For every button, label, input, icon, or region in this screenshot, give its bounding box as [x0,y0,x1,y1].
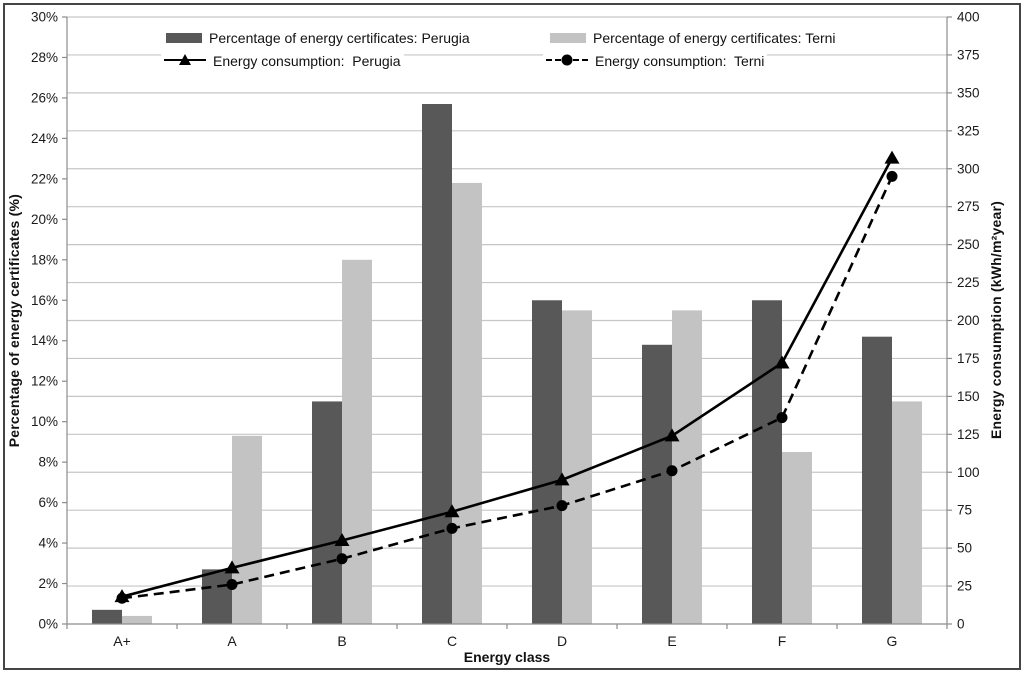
x-category-label: E [667,633,676,649]
legend-label-line-perugia: Energy consumption: Perugia [213,52,401,69]
circle-marker-D [556,500,568,512]
right-tick-label: 75 [957,503,972,518]
right-tick-label: 400 [957,10,980,25]
circle-marker-A+ [116,592,128,604]
legend-label-line-terni: Energy consumption: Terni [595,52,765,69]
right-tick-label: 325 [957,123,980,138]
right-tick-label: 275 [957,199,980,214]
left-tick-label: 12% [31,374,58,389]
triangle-marker-G [884,150,900,164]
bar-terni-A [232,435,262,624]
right-tick-label: 350 [957,85,980,100]
legend-item-bars-perugia: Percentage of energy certificates: Perug… [163,29,473,46]
legend-swatch-bar-terni [550,32,586,43]
bar-terni-G [892,401,922,624]
bar-perugia-G [862,336,892,624]
bar-perugia-E [642,344,672,624]
x-axis-title: Energy class [463,649,551,665]
bar-perugia-D [532,300,562,624]
right-tick-label: 175 [957,351,980,366]
bar-terni-C [452,182,482,624]
right-tick-label: 125 [957,427,980,442]
right-tick-label: 100 [957,465,980,480]
left-tick-label: 16% [31,293,58,308]
x-category-label: C [447,633,457,649]
right-tick-label: 150 [957,389,980,404]
left-tick-label: 30% [31,10,58,25]
left-tick-label: 24% [31,131,58,146]
legend-item-line-terni: Energy consumption: Terni [543,52,768,69]
triangle-marker-F [774,355,790,369]
bar-perugia-F [752,300,782,624]
triangle-marker-icon [179,54,191,65]
consumption-line-perugia [121,157,894,598]
triangle-marker-A [224,560,240,574]
legend-swatch-line-terni [546,53,588,68]
legend-item-bars-terni: Percentage of energy certificates: Terni [547,29,839,46]
left-tick-label: 14% [31,333,58,348]
x-category-label: F [778,633,787,649]
triangle-marker-E [664,428,680,442]
circle-marker-A [226,579,238,591]
x-category-label: D [557,633,567,649]
left-tick-label: 2% [38,576,58,591]
left-axis-title: Percentage of energy certificates (%) [6,193,22,448]
right-tick-label: 50 [957,541,972,556]
left-axis-title-wrap: Percentage of energy certificates (%) [6,17,22,624]
legend-label-bars-terni: Percentage of energy certificates: Terni [593,29,836,46]
right-tick-label: 0 [957,617,965,632]
consumption-line-terni [121,175,894,600]
bar-terni-B [342,259,372,624]
right-tick-label: 200 [957,313,980,328]
left-tick-label: 20% [31,212,58,227]
left-tick-label: 26% [31,90,58,105]
right-tick-label: 375 [957,47,980,62]
left-tick-label: 22% [31,171,58,186]
left-tick-label: 28% [31,50,58,65]
circle-marker-icon [561,54,573,66]
bar-perugia-A [202,569,232,624]
triangle-marker-D [554,472,570,486]
left-tick-label: 4% [38,536,58,551]
triangle-marker-B [334,533,350,547]
right-tick-label: 250 [957,237,980,252]
circle-marker-E [666,465,678,477]
circle-marker-F [776,412,788,424]
right-tick-label: 25 [957,579,972,594]
circle-marker-C [446,522,458,534]
x-category-label: G [887,633,898,649]
legend-label-bars-perugia: Percentage of energy certificates: Perug… [209,29,470,46]
x-category-label: B [337,633,346,649]
left-tick-label: 0% [38,617,58,632]
legend-swatch-bar-perugia [166,32,202,43]
triangle-marker-C [444,504,460,518]
bar-terni-F [782,452,812,624]
bar-terni-E [672,310,702,624]
x-category-label: A+ [113,633,131,649]
x-category-label: A [227,633,237,649]
left-tick-label: 6% [38,495,58,510]
right-axis-title: Energy consumption (kWh/m²year) [988,201,1004,440]
bar-perugia-A+ [92,609,122,624]
left-tick-label: 18% [31,252,58,267]
circle-marker-B [336,553,348,565]
bar-perugia-B [312,401,342,624]
right-axis-title-wrap: Energy consumption (kWh/m²year) [988,17,1004,624]
legend-item-line-perugia: Energy consumption: Perugia [161,52,404,69]
right-tick-label: 225 [957,275,980,290]
right-tick-label: 300 [957,161,980,176]
bar-terni-A+ [122,615,152,624]
left-tick-label: 8% [38,455,58,470]
bar-perugia-C [422,104,452,624]
legend-swatch-line-perugia [164,53,206,68]
left-tick-label: 10% [31,414,58,429]
circle-marker-G [886,170,898,182]
bar-terni-D [562,310,592,624]
